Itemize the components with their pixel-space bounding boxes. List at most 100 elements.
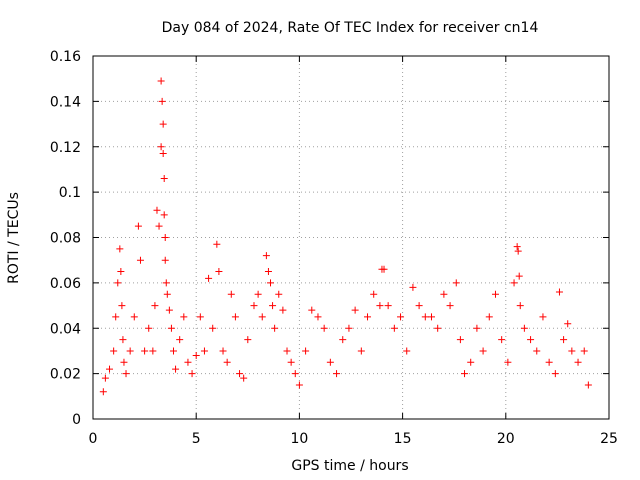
y-tick-label: 0.06 — [50, 276, 81, 292]
data-point — [244, 336, 252, 344]
data-point — [467, 358, 475, 366]
data-point — [231, 313, 239, 321]
data-point — [136, 256, 144, 264]
data-point — [539, 313, 547, 321]
data-point — [151, 302, 159, 310]
data-point — [568, 347, 576, 355]
data-point — [267, 279, 275, 287]
y-tick-label: 0.16 — [50, 49, 81, 65]
data-point — [339, 336, 347, 344]
y-tick-label: 0 — [72, 412, 81, 428]
data-point — [159, 150, 167, 158]
data-point — [351, 306, 359, 314]
data-point — [153, 206, 161, 214]
data-point — [141, 347, 149, 355]
data-point — [119, 336, 127, 344]
data-point — [421, 313, 429, 321]
data-point — [149, 347, 157, 355]
data-point — [163, 290, 171, 298]
data-point — [160, 211, 168, 219]
data-point — [155, 222, 163, 230]
data-point — [384, 302, 392, 310]
data-point — [110, 347, 118, 355]
data-point — [397, 313, 405, 321]
x-tick-label: 20 — [497, 431, 515, 447]
data-point — [188, 370, 196, 378]
data-point — [134, 222, 142, 230]
data-point — [446, 302, 454, 310]
data-point — [99, 388, 107, 396]
data-point — [452, 279, 460, 287]
data-point — [236, 370, 244, 378]
data-point — [114, 279, 122, 287]
data-point — [279, 306, 287, 314]
data-point — [479, 347, 487, 355]
data-point — [130, 313, 138, 321]
data-point — [440, 290, 448, 298]
data-point — [162, 279, 170, 287]
data-point — [192, 351, 200, 359]
data-point — [176, 336, 184, 344]
data-point — [515, 272, 523, 280]
data-point — [240, 374, 248, 382]
data-point — [254, 290, 262, 298]
data-point — [376, 302, 384, 310]
data-point — [364, 313, 372, 321]
data-point — [545, 358, 553, 366]
y-tick-labels: 0 0.02 0.04 0.06 0.08 0.1 0.12 0.14 0.16 — [50, 49, 81, 428]
data-point — [101, 374, 109, 382]
data-point — [485, 313, 493, 321]
data-point — [403, 347, 411, 355]
data-point — [172, 365, 180, 373]
data-point — [427, 313, 435, 321]
data-point — [116, 245, 124, 253]
data-point — [415, 302, 423, 310]
data-point — [213, 240, 221, 248]
data-point — [584, 381, 592, 389]
data-point — [516, 302, 524, 310]
data-point — [551, 370, 559, 378]
data-point — [513, 243, 521, 251]
data-point — [161, 256, 169, 264]
data-point — [514, 247, 522, 255]
data-point — [580, 347, 588, 355]
data-point — [200, 347, 208, 355]
x-tick-label: 5 — [192, 431, 201, 447]
y-tick-label: 0.04 — [50, 321, 81, 337]
data-point — [160, 175, 168, 183]
data-point — [112, 313, 120, 321]
y-axis-label: ROTI / TECUs — [6, 192, 22, 284]
data-point — [262, 252, 270, 260]
data-point — [314, 313, 322, 321]
plot-frame — [92, 55, 610, 420]
data-point — [180, 313, 188, 321]
data-point — [264, 268, 272, 276]
x-axis-label: GPS time / hours — [291, 458, 408, 474]
data-point — [291, 370, 299, 378]
y-tick-label: 0.1 — [59, 185, 81, 201]
data-point — [357, 347, 365, 355]
data-point — [157, 143, 165, 151]
data-point — [333, 370, 341, 378]
data-point — [504, 358, 512, 366]
data-point — [456, 336, 464, 344]
data-point — [434, 324, 442, 332]
data-point — [158, 97, 166, 105]
x-tick-label: 25 — [600, 431, 618, 447]
x-tick-labels: 0 5 10 15 20 25 — [89, 431, 618, 447]
data-point — [574, 358, 582, 366]
data-point — [409, 283, 417, 291]
y-tick-label: 0.12 — [50, 140, 81, 156]
data-point — [283, 347, 291, 355]
data-point — [320, 324, 328, 332]
x-tick-label: 10 — [290, 431, 308, 447]
data-point — [227, 290, 235, 298]
data-point — [215, 268, 223, 276]
data-point — [370, 290, 378, 298]
data-point — [461, 370, 469, 378]
data-point — [390, 324, 398, 332]
data-point — [159, 120, 167, 128]
data-point — [295, 381, 303, 389]
data-point — [118, 302, 126, 310]
